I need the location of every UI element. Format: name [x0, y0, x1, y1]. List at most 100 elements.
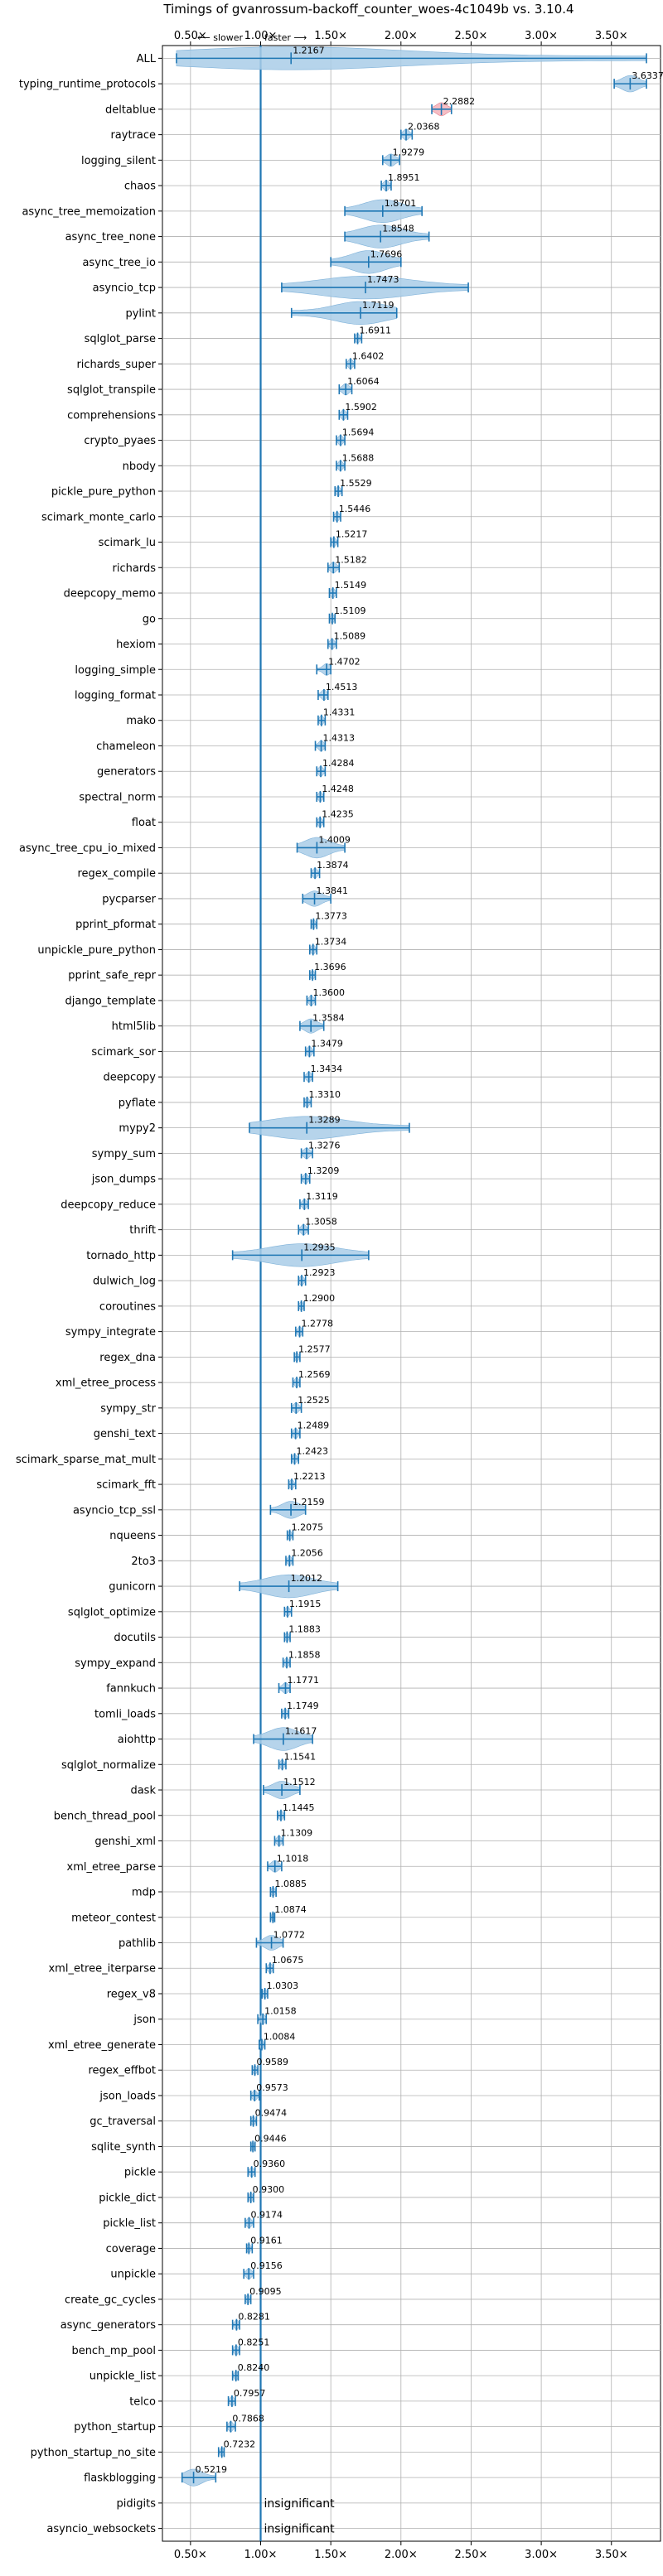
category-label: asyncio_tcp_ssl [73, 1504, 156, 1517]
category-label: asyncio_tcp [93, 282, 156, 295]
value-label: 1.3310 [309, 1089, 341, 1100]
faster-label: faster ⟶ [264, 32, 307, 43]
value-label: 1.4702 [328, 656, 361, 667]
value-label: 1.4009 [318, 834, 351, 845]
category-label: spectral_norm [79, 791, 156, 803]
value-label: 1.8951 [388, 172, 420, 183]
category-label: scimark_lu [99, 537, 156, 549]
value-label: 0.9095 [249, 2286, 282, 2297]
x-tick-label-bottom: 0.50× [174, 2549, 207, 2561]
category-label: python_startup [74, 2421, 156, 2434]
value-label: 1.5089 [334, 631, 366, 642]
value-label: 0.5219 [196, 2464, 227, 2475]
value-label: 1.1771 [287, 1675, 319, 1686]
value-label: 0.8281 [238, 2312, 270, 2323]
category-label: raytrace [110, 129, 156, 142]
category-labels: ALL typing_runtime_protocols deltablue rayt… [16, 53, 162, 2535]
category-label: html5lib [112, 1020, 156, 1033]
value-label: 1.3209 [307, 1165, 340, 1176]
value-label: 1.7696 [370, 248, 403, 259]
x-axis: 0.50× 0.50× 1.00× 1.00× 1.50× 1.50× 2.00× 2.00×… [174, 30, 628, 2561]
value-label: 1.3874 [317, 860, 349, 871]
category-label: asyncio_websockets [46, 2523, 156, 2535]
category-label: docutils [114, 1632, 156, 1644]
category-label: xml_etree_parse [67, 1861, 156, 1874]
category-label: gc_traversal [90, 2115, 156, 2128]
category-label: scimark_sor [91, 1046, 156, 1059]
insignificant-label: insignificant [264, 2497, 336, 2511]
value-label: 1.4513 [326, 682, 358, 692]
value-label: 1.3841 [317, 885, 349, 896]
x-tick-label-top: 3.00× [525, 30, 558, 42]
value-label: 1.1915 [289, 1599, 322, 1609]
category-label: sympy_integrate [65, 1326, 156, 1339]
value-label: 1.6064 [347, 376, 380, 387]
value-label: 1.2923 [303, 1267, 336, 1278]
category-label: deepcopy_memo [64, 588, 156, 601]
category-label: coverage [106, 2243, 156, 2255]
category-label: sympy_sum [92, 1148, 156, 1160]
value-label: 1.6402 [352, 350, 385, 361]
category-label: mako [126, 715, 156, 727]
value-label: 0.9300 [253, 2184, 285, 2195]
x-tick-label-top: 2.00× [385, 30, 418, 42]
category-label: chaos [124, 181, 156, 193]
category-label: json [133, 2014, 156, 2026]
value-label: 1.5688 [342, 452, 375, 463]
category-label: thrift [129, 1224, 156, 1237]
value-label: 1.5217 [336, 529, 368, 540]
value-label: 1.5902 [345, 402, 377, 412]
category-label: tornado_http [86, 1250, 156, 1262]
value-label: 1.2213 [293, 1471, 326, 1482]
value-label: 0.9161 [250, 2235, 283, 2246]
category-label: bench_thread_pool [54, 1810, 156, 1822]
value-label: 1.3600 [312, 987, 345, 998]
value-label: 1.0874 [274, 1904, 307, 1915]
value-label: 1.6911 [360, 326, 392, 336]
value-label: 1.2569 [298, 1369, 331, 1380]
value-label: 1.2778 [302, 1319, 334, 1329]
insignificant-label: insignificant [264, 2523, 336, 2536]
category-label: ALL [137, 53, 157, 65]
category-label: dask [130, 1785, 156, 1797]
value-label: 1.1617 [285, 1726, 317, 1737]
category-label: async_generators [60, 2319, 157, 2332]
category-label: dulwich_log [93, 1276, 156, 1288]
category-label: logging_simple [75, 664, 156, 677]
category-label: sympy_str [100, 1402, 156, 1415]
value-label: 0.9573 [256, 2082, 288, 2093]
category-label: pycparser [102, 893, 156, 905]
x-tick-label-top: 2.50× [455, 30, 488, 42]
value-label: 0.9589 [257, 2057, 289, 2067]
category-label: genshi_xml [94, 1836, 156, 1848]
value-label: 1.5182 [335, 554, 367, 565]
value-label: 1.3276 [308, 1140, 341, 1151]
category-label: crypto_pyaes [84, 435, 156, 447]
x-tick-label-bottom: 1.00× [244, 2549, 278, 2561]
value-label: 1.1445 [283, 1802, 315, 1813]
value-label: 1.4284 [322, 758, 355, 769]
value-label: 0.9174 [251, 2210, 283, 2221]
category-label: pprint_safe_repr [68, 970, 156, 982]
value-label: 1.8548 [382, 224, 414, 234]
category-label: scimark_fft [96, 1479, 156, 1492]
category-label: go [143, 613, 156, 625]
value-label: 1.1309 [281, 1828, 313, 1839]
category-label: python_startup_no_site [31, 2447, 156, 2459]
axes-frame [162, 45, 661, 2542]
value-label: 1.2423 [297, 1445, 329, 1456]
category-label: chameleon [96, 740, 156, 753]
value-label: 1.5694 [342, 427, 375, 438]
category-label: pathlib [119, 1937, 156, 1950]
category-label: coroutines [99, 1300, 156, 1313]
category-label: regex_effbot [88, 2065, 156, 2077]
x-tick-label-top: 3.50× [595, 30, 628, 42]
category-label: 2to3 [131, 1556, 156, 1568]
value-label: 1.3289 [308, 1115, 341, 1126]
value-label: 0.8251 [238, 2337, 270, 2347]
value-label: 1.1858 [288, 1649, 321, 1660]
grid-lines [162, 45, 661, 2542]
category-label: scimark_sparse_mat_mult [16, 1454, 156, 1466]
value-label: 1.4248 [322, 784, 354, 794]
